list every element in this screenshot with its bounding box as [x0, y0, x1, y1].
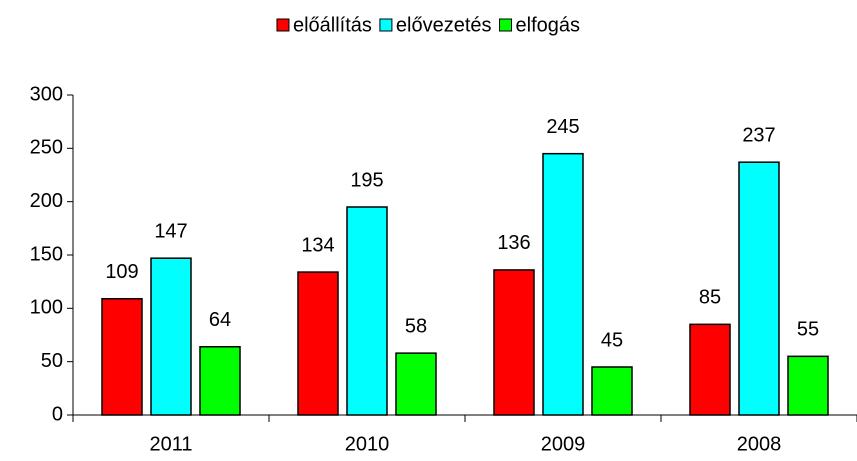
y-tick-label: 100 [30, 297, 63, 319]
bar [395, 352, 437, 416]
data-label: 55 [797, 319, 819, 341]
bar [101, 297, 143, 416]
bar [591, 366, 633, 416]
bar [689, 323, 731, 416]
bar [150, 257, 192, 416]
y-tick-label: 50 [41, 350, 63, 372]
data-label: 136 [497, 232, 530, 254]
data-label: 134 [301, 234, 334, 256]
x-tick-label: 2008 [737, 433, 782, 455]
legend-swatch [276, 18, 290, 32]
x-tick-label: 2009 [541, 433, 586, 455]
bar [542, 152, 584, 416]
legend-label: elővezetés [396, 14, 492, 36]
legend-swatch [379, 18, 393, 32]
data-label: 58 [405, 315, 427, 337]
y-tick-label: 0 [52, 403, 63, 425]
data-label: 245 [546, 116, 579, 138]
bar [493, 269, 535, 416]
legend-label: előállítás [293, 14, 372, 36]
bar [199, 345, 241, 416]
bar [297, 271, 339, 416]
legend: előállítás elővezetés elfogás [276, 14, 581, 36]
y-tick-label: 150 [30, 243, 63, 265]
data-label: 147 [154, 220, 187, 242]
bar [787, 355, 829, 416]
data-label: 237 [742, 124, 775, 146]
y-tick-label: 250 [30, 137, 63, 159]
legend-label: elfogás [516, 14, 581, 36]
data-label: 45 [601, 329, 623, 351]
x-tick-label: 2010 [345, 433, 390, 455]
data-label: 64 [209, 309, 231, 331]
legend-swatch [499, 18, 513, 32]
bar [346, 206, 388, 416]
data-label: 195 [350, 169, 383, 191]
bar [738, 161, 780, 416]
data-label: 109 [105, 261, 138, 283]
y-tick-label: 300 [30, 83, 63, 105]
data-label: 85 [699, 287, 721, 309]
x-tick-label: 2011 [149, 433, 192, 455]
y-tick-label: 200 [30, 190, 63, 212]
